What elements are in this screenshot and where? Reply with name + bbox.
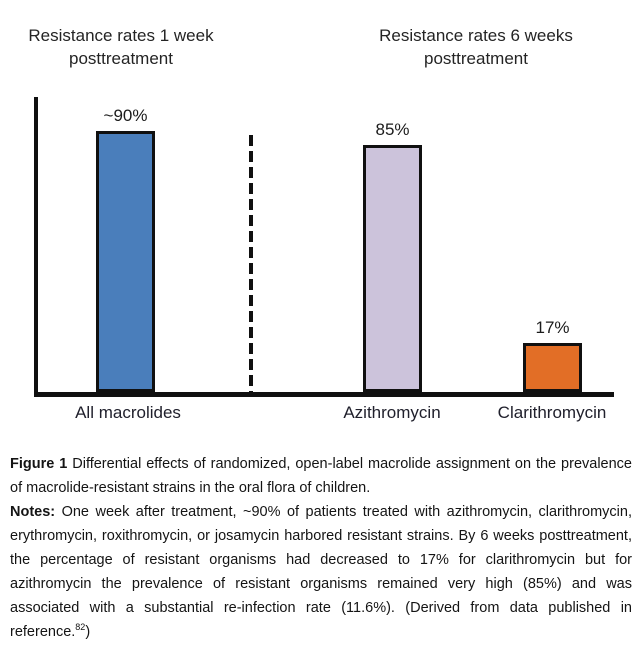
category-label-all-macrolides: All macrolides xyxy=(75,403,181,422)
figure-caption: Figure 1 Differential effects of randomi… xyxy=(10,452,632,644)
notes-closing-paren: ) xyxy=(85,624,91,640)
group-title-1-week: Resistance rates 1 week posttreatment xyxy=(28,26,214,68)
bar-group-clarithromycin: 17% xyxy=(523,318,582,392)
figure-description-text: Differential effects of randomized, open… xyxy=(10,456,632,496)
category-label-clarithromycin: Clarithromycin xyxy=(497,403,607,422)
notes-label: Notes: xyxy=(10,504,56,520)
caption-figure-line: Figure 1 Differential effects of randomi… xyxy=(10,452,632,500)
bar-group-azithromycin: 85% xyxy=(363,120,422,392)
bar-group-all-macrolides: ~90% xyxy=(96,106,155,392)
x-axis-line xyxy=(34,392,614,397)
plot-area: ~90% 85% 17% xyxy=(34,97,614,392)
caption-notes-line: Notes: One week after treatment, ~90% of… xyxy=(10,500,632,644)
figure-number-label: Figure 1 xyxy=(10,456,68,472)
bar-all-macrolides xyxy=(96,131,155,392)
notes-text: One week after treatment, ~90% of patien… xyxy=(10,504,632,640)
bar-clarithromycin xyxy=(523,343,582,392)
group-title-6-weeks: Resistance rates 6 weeks posttreatment xyxy=(379,26,573,68)
bar-value-label-azithromycin: 85% xyxy=(375,120,410,139)
y-axis-line xyxy=(34,97,38,396)
group-separator-dashed-line xyxy=(249,135,253,392)
bar-value-label-all-macrolides: ~90% xyxy=(103,106,148,125)
category-label-azithromycin: Azithromycin xyxy=(343,403,441,422)
reference-superscript: 82 xyxy=(75,622,86,633)
bar-azithromycin xyxy=(363,145,422,392)
bar-value-label-clarithromycin: 17% xyxy=(535,318,570,337)
